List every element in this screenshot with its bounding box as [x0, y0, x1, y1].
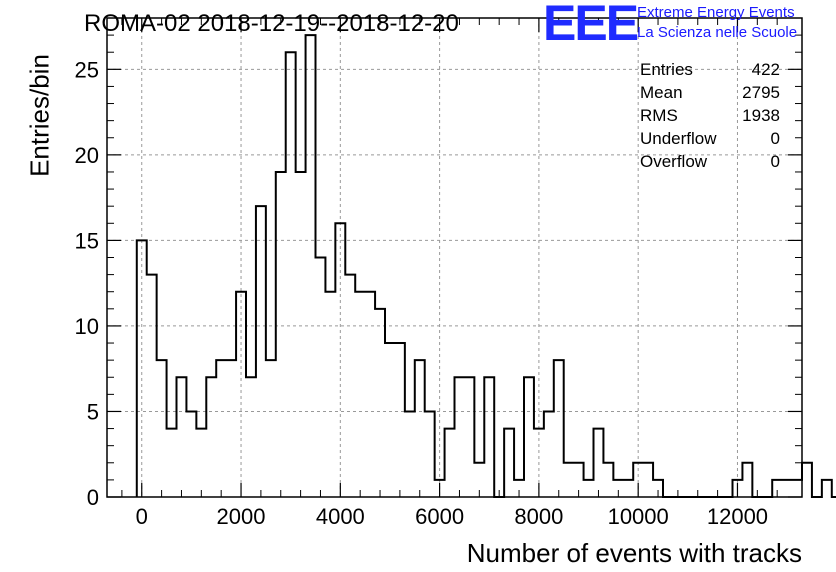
stat-value: 0: [770, 129, 780, 148]
stat-row-underflow: Underflow 0: [640, 127, 780, 150]
stat-row-mean: Mean 2795: [640, 81, 780, 104]
y-tick-label: 25: [75, 57, 99, 82]
x-tick-label: 2000: [217, 504, 266, 529]
stat-label: Mean: [640, 83, 683, 102]
stat-label: Entries: [640, 60, 693, 79]
stat-label: Underflow: [640, 129, 717, 148]
chart-title: ROMA-02 2018-12-19--2018-12-20: [84, 10, 459, 37]
y-tick-labels: 0 5 10 15 20 25: [75, 57, 99, 510]
eee-logo: EEE: [543, 0, 639, 51]
x-tick-label: 6000: [415, 504, 464, 529]
x-tick-label: 8000: [514, 504, 563, 529]
stat-value: 422: [751, 60, 780, 79]
stat-value: 1938: [742, 106, 780, 125]
plot-frame: [106, 17, 803, 498]
y-tick-label: 20: [75, 143, 99, 168]
stat-value: 0: [770, 152, 780, 171]
stat-row-overflow: Overflow 0: [640, 150, 780, 173]
x-tick-label: 4000: [316, 504, 365, 529]
x-axis-label: Number of events with tracks: [466, 538, 802, 568]
logo-line-2: La Scienza nelle Scuole: [637, 24, 798, 41]
logo-text: Extreme Energy Events La Scienza nelle S…: [637, 3, 797, 43]
stat-row-entries: Entries 422: [640, 58, 780, 81]
axis-ticks: [107, 17, 802, 498]
stat-label: Overflow: [640, 152, 708, 171]
x-tick-labels: 0 2000 4000 6000 8000 10000 12000: [136, 504, 768, 529]
stat-row-rms: RMS 1938: [640, 104, 780, 127]
stats-box: Entries 422 Mean 2795 RMS 1938 Underflow 0 O…: [640, 58, 780, 173]
y-tick-label: 10: [75, 314, 99, 339]
logo-line-1: Extreme Energy Events: [637, 4, 795, 21]
y-tick-label: 15: [75, 228, 99, 253]
histogram-step-line: [135, 34, 836, 498]
y-tick-label: 0: [87, 485, 99, 510]
stat-label: RMS: [640, 106, 678, 125]
y-axis-label: Entries/bin: [24, 54, 55, 177]
x-tick-label: 10000: [608, 504, 669, 529]
x-tick-label: 0: [136, 504, 148, 529]
y-tick-label: 5: [87, 399, 99, 424]
stat-value: 2795: [742, 83, 780, 102]
x-tick-label: 12000: [707, 504, 768, 529]
